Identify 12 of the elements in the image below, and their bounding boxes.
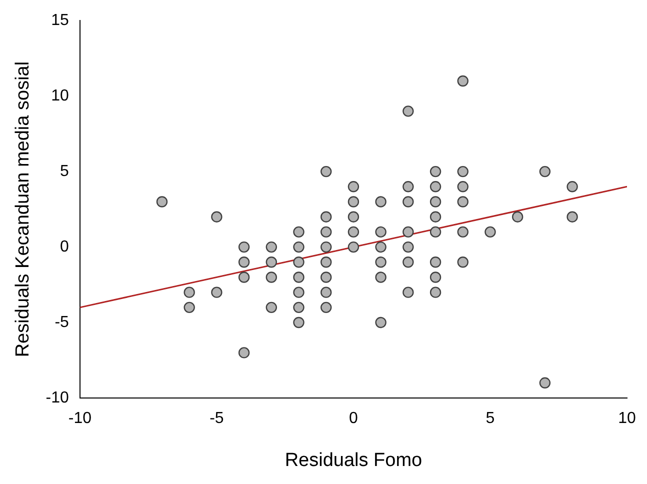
y-tick-label: 10	[51, 87, 70, 104]
y-tick-label: -10	[46, 389, 70, 406]
y-tick-label: 15	[51, 12, 70, 30]
x-tick-label: 10	[618, 410, 636, 428]
x-axis-title: Residuals Fomo	[284, 450, 422, 471]
y-tick-label: 5	[60, 162, 70, 180]
y-axis-title: Residuals Kecanduan media sosial	[12, 61, 34, 358]
x-tick-label: 0	[349, 410, 358, 428]
x-tick-label: -5	[210, 410, 224, 428]
y-tick-label: -5	[54, 314, 70, 331]
x-tick-label: 5	[486, 410, 495, 428]
y-tick-label: 0	[60, 238, 70, 256]
